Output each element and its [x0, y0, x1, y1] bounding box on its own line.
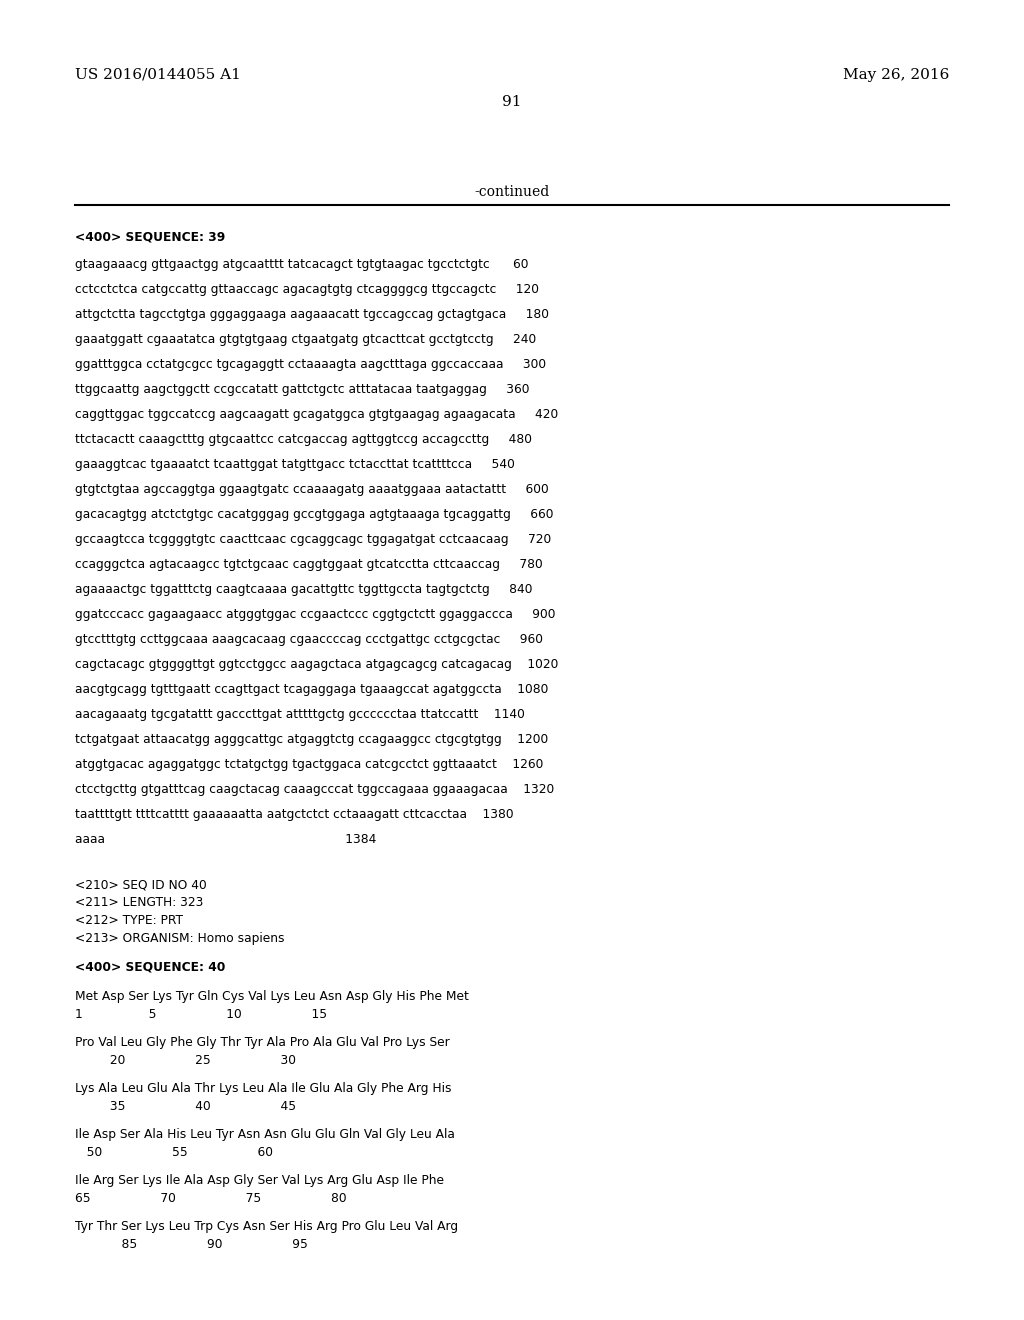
Text: ggatttggca cctatgcgcc tgcagaggtt cctaaaagta aagctttaga ggccaccaaa     300: ggatttggca cctatgcgcc tgcagaggtt cctaaaa… [75, 358, 546, 371]
Text: 65                  70                  75                  80: 65 70 75 80 [75, 1192, 347, 1205]
Text: ttctacactt caaagctttg gtgcaattcc catcgaccag agttggtccg accagccttg     480: ttctacactt caaagctttg gtgcaattcc catcgac… [75, 433, 532, 446]
Text: 85                  90                  95: 85 90 95 [75, 1238, 308, 1251]
Text: cctcctctca catgccattg gttaaccagc agacagtgtg ctcaggggcg ttgccagctc     120: cctcctctca catgccattg gttaaccagc agacagt… [75, 282, 539, 296]
Text: ggatcccacc gagaagaacc atgggtggac ccgaactccc cggtgctctt ggaggaccca     900: ggatcccacc gagaagaacc atgggtggac ccgaact… [75, 609, 555, 620]
Text: 1                 5                  10                  15: 1 5 10 15 [75, 1008, 327, 1020]
Text: -continued: -continued [474, 185, 550, 199]
Text: <400> SEQUENCE: 39: <400> SEQUENCE: 39 [75, 230, 225, 243]
Text: atggtgacac agaggatggc tctatgctgg tgactggaca catcgcctct ggttaaatct    1260: atggtgacac agaggatggc tctatgctgg tgactgg… [75, 758, 544, 771]
Text: <212> TYPE: PRT: <212> TYPE: PRT [75, 913, 183, 927]
Text: 20                  25                  30: 20 25 30 [75, 1053, 296, 1067]
Text: Tyr Thr Ser Lys Leu Trp Cys Asn Ser His Arg Pro Glu Leu Val Arg: Tyr Thr Ser Lys Leu Trp Cys Asn Ser His … [75, 1220, 458, 1233]
Text: ttggcaattg aagctggctt ccgccatatt gattctgctc atttatacaa taatgaggag     360: ttggcaattg aagctggctt ccgccatatt gattctg… [75, 383, 529, 396]
Text: <400> SEQUENCE: 40: <400> SEQUENCE: 40 [75, 960, 225, 973]
Text: aacgtgcagg tgtttgaatt ccagttgact tcagaggaga tgaaagccat agatggccta    1080: aacgtgcagg tgtttgaatt ccagttgact tcagagg… [75, 682, 549, 696]
Text: gacacagtgg atctctgtgc cacatgggag gccgtggaga agtgtaaaga tgcaggattg     660: gacacagtgg atctctgtgc cacatgggag gccgtgg… [75, 508, 554, 521]
Text: gaaaggtcac tgaaaatct tcaattggat tatgttgacc tctaccttat tcattttcca     540: gaaaggtcac tgaaaatct tcaattggat tatgttga… [75, 458, 515, 471]
Text: Ile Arg Ser Lys Ile Ala Asp Gly Ser Val Lys Arg Glu Asp Ile Phe: Ile Arg Ser Lys Ile Ala Asp Gly Ser Val … [75, 1173, 444, 1187]
Text: 91: 91 [502, 95, 522, 110]
Text: 50                  55                  60: 50 55 60 [75, 1146, 273, 1159]
Text: tctgatgaat attaacatgg agggcattgc atgaggtctg ccagaaggcc ctgcgtgtgg    1200: tctgatgaat attaacatgg agggcattgc atgaggt… [75, 733, 548, 746]
Text: gccaagtcca tcggggtgtc caacttcaac cgcaggcagc tggagatgat cctcaacaag     720: gccaagtcca tcggggtgtc caacttcaac cgcaggc… [75, 533, 551, 546]
Text: Lys Ala Leu Glu Ala Thr Lys Leu Ala Ile Glu Ala Gly Phe Arg His: Lys Ala Leu Glu Ala Thr Lys Leu Ala Ile … [75, 1082, 452, 1096]
Text: cagctacagc gtggggttgt ggtcctggcc aagagctaca atgagcagcg catcagacag    1020: cagctacagc gtggggttgt ggtcctggcc aagagct… [75, 657, 558, 671]
Text: Pro Val Leu Gly Phe Gly Thr Tyr Ala Pro Ala Glu Val Pro Lys Ser: Pro Val Leu Gly Phe Gly Thr Tyr Ala Pro … [75, 1036, 450, 1049]
Text: <213> ORGANISM: Homo sapiens: <213> ORGANISM: Homo sapiens [75, 932, 285, 945]
Text: ctcctgcttg gtgatttcag caagctacag caaagcccat tggccagaaa ggaaagacaa    1320: ctcctgcttg gtgatttcag caagctacag caaagcc… [75, 783, 554, 796]
Text: gtgtctgtaa agccaggtga ggaagtgatc ccaaaagatg aaaatggaaa aatactattt     600: gtgtctgtaa agccaggtga ggaagtgatc ccaaaag… [75, 483, 549, 496]
Text: gtcctttgtg ccttggcaaa aaagcacaag cgaaccccag ccctgattgc cctgcgctac     960: gtcctttgtg ccttggcaaa aaagcacaag cgaaccc… [75, 634, 543, 645]
Text: US 2016/0144055 A1: US 2016/0144055 A1 [75, 69, 241, 82]
Text: aaaa                                                              1384: aaaa 1384 [75, 833, 377, 846]
Text: 35                  40                  45: 35 40 45 [75, 1100, 296, 1113]
Text: May 26, 2016: May 26, 2016 [843, 69, 949, 82]
Text: attgctctta tagcctgtga gggaggaaga aagaaacatt tgccagccag gctagtgaca     180: attgctctta tagcctgtga gggaggaaga aagaaac… [75, 308, 549, 321]
Text: aacagaaatg tgcgatattt gacccttgat atttttgctg gcccccctaa ttatccattt    1140: aacagaaatg tgcgatattt gacccttgat atttttg… [75, 708, 525, 721]
Text: ccagggctca agtacaagcc tgtctgcaac caggtggaat gtcatcctta cttcaaccag     780: ccagggctca agtacaagcc tgtctgcaac caggtgg… [75, 558, 543, 572]
Text: <210> SEQ ID NO 40: <210> SEQ ID NO 40 [75, 878, 207, 891]
Text: caggttggac tggccatccg aagcaagatt gcagatggca gtgtgaagag agaagacata     420: caggttggac tggccatccg aagcaagatt gcagatg… [75, 408, 558, 421]
Text: gaaatggatt cgaaatatca gtgtgtgaag ctgaatgatg gtcacttcat gcctgtcctg     240: gaaatggatt cgaaatatca gtgtgtgaag ctgaatg… [75, 333, 537, 346]
Text: Ile Asp Ser Ala His Leu Tyr Asn Asn Glu Glu Gln Val Gly Leu Ala: Ile Asp Ser Ala His Leu Tyr Asn Asn Glu … [75, 1129, 455, 1140]
Text: <211> LENGTH: 323: <211> LENGTH: 323 [75, 896, 204, 909]
Text: agaaaactgc tggatttctg caagtcaaaa gacattgttc tggttgccta tagtgctctg     840: agaaaactgc tggatttctg caagtcaaaa gacattg… [75, 583, 532, 597]
Text: gtaagaaacg gttgaactgg atgcaatttt tatcacagct tgtgtaagac tgcctctgtc      60: gtaagaaacg gttgaactgg atgcaatttt tatcaca… [75, 257, 528, 271]
Text: taattttgtt ttttcatttt gaaaaaatta aatgctctct cctaaagatt cttcacctaa    1380: taattttgtt ttttcatttt gaaaaaatta aatgctc… [75, 808, 514, 821]
Text: Met Asp Ser Lys Tyr Gln Cys Val Lys Leu Asn Asp Gly His Phe Met: Met Asp Ser Lys Tyr Gln Cys Val Lys Leu … [75, 990, 469, 1003]
